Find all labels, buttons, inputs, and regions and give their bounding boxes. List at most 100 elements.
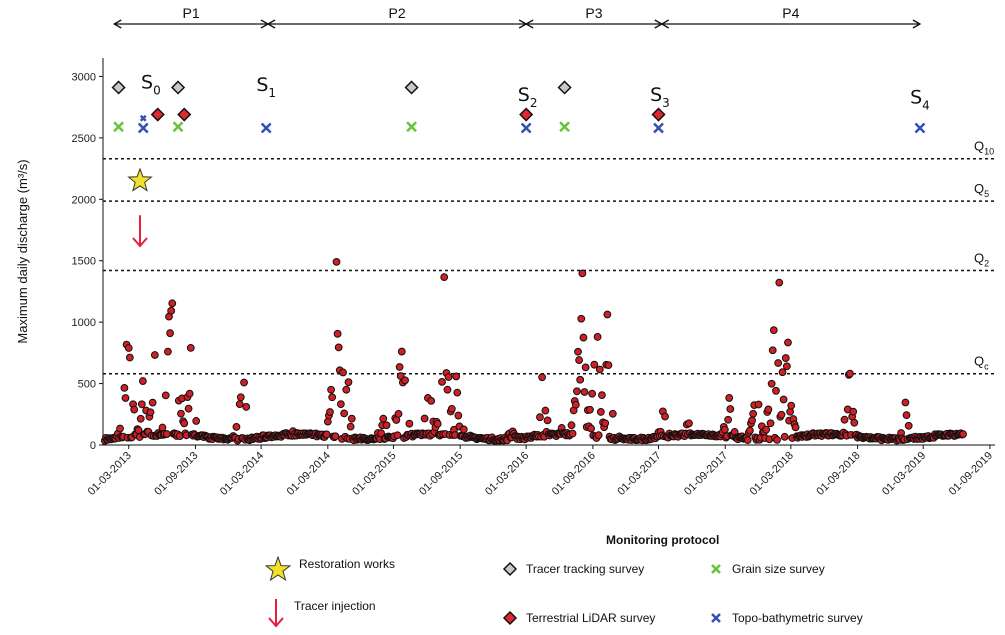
legend-tracer-injection-label: Tracer injection xyxy=(294,599,376,613)
discharge-point xyxy=(136,414,145,423)
lidar-marker xyxy=(651,107,666,122)
y-tick-label: 2500 xyxy=(72,133,96,145)
discharge-point xyxy=(328,393,337,402)
grain-size-marker xyxy=(406,121,417,133)
discharge-point xyxy=(778,368,787,377)
topo-bathymetric-marker xyxy=(137,122,149,134)
discharge-point xyxy=(601,419,610,428)
discharge-point xyxy=(749,409,758,418)
discharge-series xyxy=(100,257,967,445)
discharge-point xyxy=(394,410,403,418)
discharge-point xyxy=(334,343,343,352)
discharge-point xyxy=(116,424,124,433)
discharge-point xyxy=(590,360,599,369)
legend-topo: Topo-bathymetric survey xyxy=(708,610,863,626)
y-tick-label: 1500 xyxy=(72,256,96,268)
discharge-point xyxy=(567,421,576,430)
discharge-point xyxy=(577,314,586,323)
discharge-point xyxy=(661,412,669,421)
diamond-red-icon xyxy=(502,610,518,626)
discharge-point xyxy=(166,329,174,338)
discharge-point xyxy=(164,347,172,356)
legend-topo-label: Topo-bathymetric survey xyxy=(732,611,863,625)
discharge-point xyxy=(774,359,783,367)
lidar-marker xyxy=(177,107,192,122)
survey-label: S3 xyxy=(650,84,670,110)
discharge-point xyxy=(779,395,788,404)
y-tick-label: 500 xyxy=(78,379,96,391)
discharge-point xyxy=(781,354,790,362)
discharge-point xyxy=(780,432,789,441)
discharge-point xyxy=(440,273,449,281)
survey-label: S2 xyxy=(518,84,538,110)
legend-restoration: Restoration works xyxy=(265,556,396,582)
discharge-point xyxy=(724,415,733,424)
discharge-point xyxy=(242,403,251,411)
y-tick-label: 2000 xyxy=(72,194,96,206)
discharge-point xyxy=(453,388,462,397)
discharge-point xyxy=(850,418,859,427)
survey-label: S0 xyxy=(141,72,161,98)
discharge-point xyxy=(336,400,345,409)
discharge-point xyxy=(608,409,617,418)
discharge-point xyxy=(743,436,752,445)
discharge-point xyxy=(148,398,157,407)
discharge-point xyxy=(382,421,391,430)
topo-bathymetric-marker xyxy=(914,122,926,134)
discharge-point xyxy=(401,376,409,385)
discharge-point xyxy=(236,393,245,402)
discharge-point xyxy=(184,404,193,413)
discharge-point xyxy=(326,408,334,416)
discharge-point xyxy=(177,409,185,418)
discharge-point xyxy=(333,329,342,338)
period-arrowhead xyxy=(524,19,534,29)
period-arrowhead xyxy=(912,19,922,29)
threshold-label: Q10 xyxy=(974,139,994,157)
discharge-point xyxy=(397,347,406,356)
discharge-point xyxy=(339,368,347,377)
discharge-point xyxy=(161,391,170,400)
discharge-point xyxy=(777,410,786,419)
discharge-point xyxy=(541,406,550,415)
discharge-point xyxy=(420,414,429,423)
discharge-point xyxy=(598,391,606,400)
discharge-point xyxy=(186,344,195,352)
discharge-point xyxy=(768,346,777,355)
tracer-tracking-marker xyxy=(170,80,186,95)
threshold-label: Q2 xyxy=(974,251,989,269)
discharge-point xyxy=(604,361,613,370)
discharge-point xyxy=(538,373,547,382)
discharge-point xyxy=(393,431,402,440)
discharge-point xyxy=(603,310,612,319)
discharge-point xyxy=(459,425,468,434)
legend-restoration-label: Restoration works xyxy=(299,557,396,571)
discharge-point xyxy=(536,413,544,422)
discharge-point xyxy=(138,377,147,385)
discharge-point xyxy=(543,416,552,425)
period-label: P1 xyxy=(183,5,200,21)
discharge-point xyxy=(180,419,189,428)
grain-size-marker xyxy=(172,121,184,133)
legend-title: Monitoring protocol xyxy=(606,533,720,547)
period-arrowhead xyxy=(660,19,670,29)
discharge-point xyxy=(846,369,854,378)
discharge-point xyxy=(725,394,734,402)
discharge-point xyxy=(571,400,580,409)
lidar-marker xyxy=(150,107,165,122)
star-icon xyxy=(265,556,291,582)
y-tick-label: 3000 xyxy=(72,71,96,83)
discharge-point xyxy=(121,394,130,402)
discharge-point xyxy=(685,419,693,428)
discharge-point xyxy=(579,333,588,342)
discharge-point xyxy=(754,400,763,409)
discharge-point xyxy=(594,431,603,440)
discharge-point xyxy=(379,414,388,423)
topo-bathymetric-small-marker xyxy=(139,114,147,122)
y-tick-label: 1000 xyxy=(72,317,96,329)
discharge-point xyxy=(120,384,129,392)
discharge-point xyxy=(575,356,583,364)
discharge-point xyxy=(347,414,356,423)
discharge-point xyxy=(840,415,849,424)
